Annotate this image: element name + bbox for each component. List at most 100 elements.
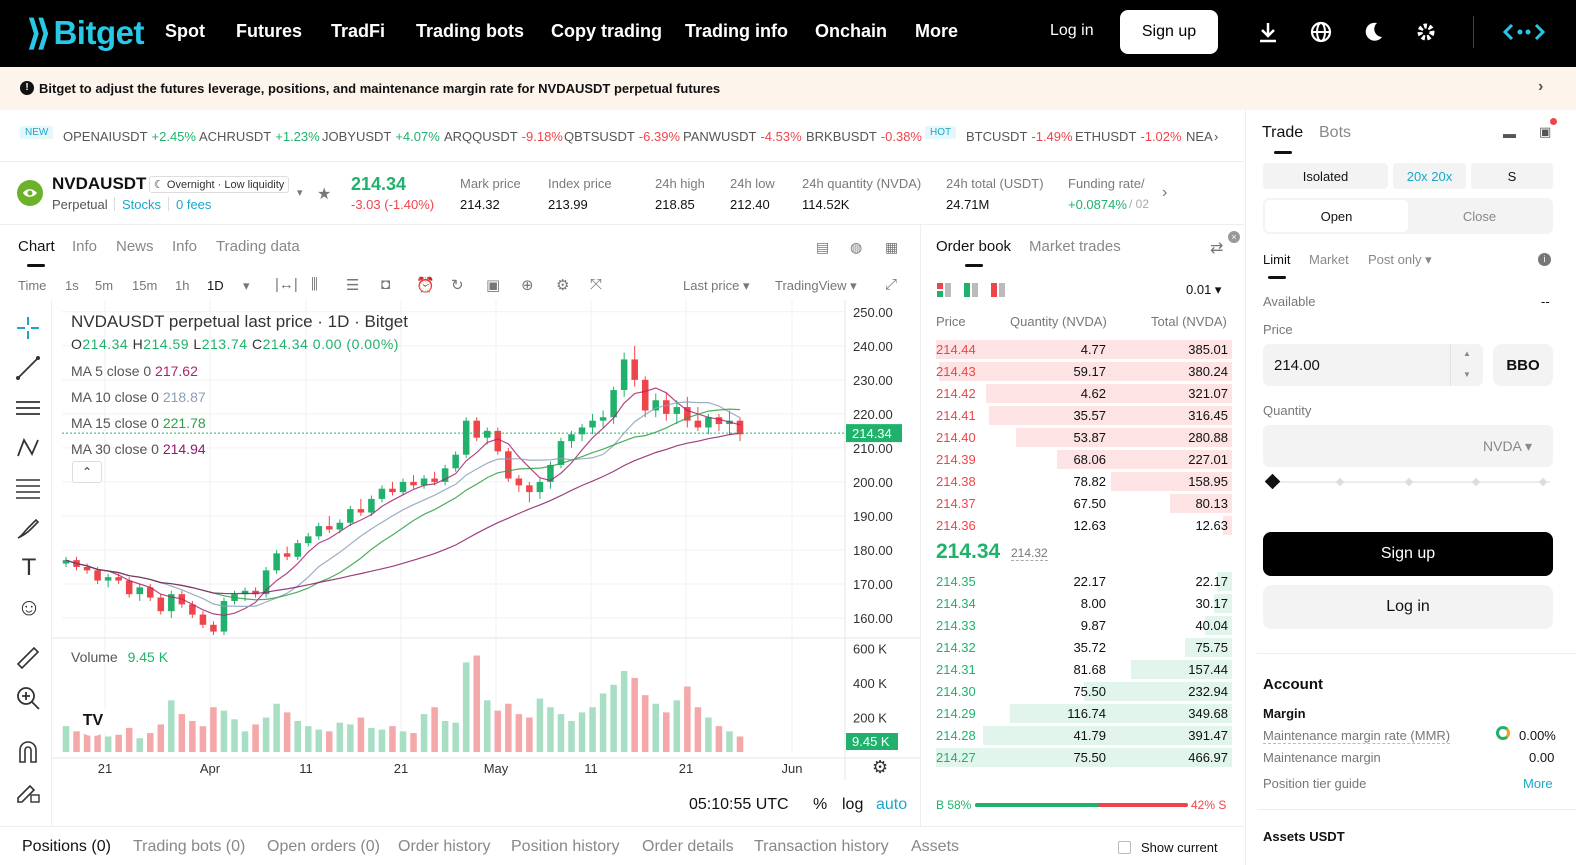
info-icon[interactable]: i [1538, 253, 1551, 266]
bid-row[interactable]: 214.32 35.72 75.75 [932, 636, 1232, 658]
position-mode-button[interactable]: S [1471, 163, 1553, 189]
nav-copy-trading[interactable]: Copy trading [551, 21, 662, 41]
bid-row[interactable]: 214.35 22.17 22.17 [932, 570, 1232, 592]
ask-row[interactable]: 214.42 4.62 321.07 [932, 382, 1232, 404]
tab-transaction-history[interactable]: Transaction history [754, 838, 889, 855]
timeframe-1s[interactable]: 1s [65, 278, 79, 293]
bid-row[interactable]: 214.30 75.50 232.94 [932, 680, 1232, 702]
zoom-in-icon[interactable] [14, 684, 44, 714]
tab-position-history[interactable]: Position history [511, 838, 620, 855]
nav-more[interactable]: More [915, 21, 959, 41]
tab-order-book[interactable]: Order book [936, 238, 1012, 267]
quantity-slider[interactable] [1264, 473, 1550, 490]
ask-row[interactable]: 214.43 59.17 380.24 [932, 360, 1232, 382]
tab-trade[interactable]: Trade [1262, 124, 1304, 154]
ask-row[interactable]: 214.44 4.77 385.01 [932, 338, 1232, 360]
expand-icon[interactable]: ⤢ [885, 276, 898, 293]
timeframe-time[interactable]: Time [18, 278, 47, 293]
nav-futures[interactable]: Futures [236, 21, 303, 41]
range-icon[interactable]: |↔| [275, 276, 298, 293]
text-icon[interactable]: T [21, 554, 37, 581]
tab-news[interactable]: News [116, 238, 154, 255]
nav-onchain[interactable]: Onchain [815, 21, 888, 41]
candles-icon[interactable]: ⫼ [311, 276, 318, 293]
auto-toggle[interactable]: auto [876, 796, 908, 813]
code-icon[interactable] [1502, 18, 1546, 46]
bid-row[interactable]: 214.31 81.68 157.44 [932, 658, 1232, 680]
fullscreen-toggle-icon[interactable]: ⤧ [590, 276, 603, 293]
tab-market-trades[interactable]: Market trades [1029, 238, 1121, 255]
ticker-item[interactable]: OPENAIUSDT +2.45% [63, 129, 196, 144]
login-link[interactable]: Log in [1050, 22, 1094, 39]
book-bids-icon[interactable] [964, 283, 978, 302]
tab-order-history[interactable]: Order history [398, 838, 491, 855]
view-select[interactable]: TradingView ▾ [775, 278, 857, 293]
ticker-item[interactable]: JOBYUSDT +4.07% [322, 129, 440, 144]
quantity-input[interactable]: NVDA ▾ [1263, 425, 1553, 467]
increment-icon[interactable]: ▲ [1463, 349, 1471, 358]
bitget-logo[interactable]: ⟫ Bitget [26, 12, 144, 54]
ticker-item[interactable]: ARQQUSDT -9.18% [444, 129, 563, 144]
magnet-icon[interactable] [14, 738, 44, 768]
chart-settings-icon[interactable]: ⚙ [872, 757, 889, 777]
timeframe-1h[interactable]: 1h [175, 278, 190, 293]
fib-icon[interactable] [14, 474, 44, 504]
leverage-button[interactable]: 20x 20x [1393, 163, 1466, 189]
replay-icon[interactable]: ↻ [451, 277, 464, 294]
bid-row[interactable]: 214.29 116.74 349.68 [932, 702, 1232, 724]
signup-button[interactable]: Sign up [1120, 10, 1218, 54]
ticker-item[interactable]: BRKBUSDT -0.38% [806, 129, 922, 144]
tab-open-orders[interactable]: Open orders (0) [267, 838, 380, 855]
swap-icon[interactable]: ⇄ [1210, 240, 1224, 257]
star-icon[interactable]: ★ [317, 186, 332, 203]
brush-icon[interactable] [14, 514, 44, 544]
login-trade-button[interactable]: Log in [1263, 585, 1553, 629]
timeframe-1d[interactable]: 1D [207, 278, 224, 293]
category-link[interactable]: Stocks [122, 197, 162, 212]
ask-row[interactable]: 214.39 68.06 227.01 [932, 448, 1232, 470]
signup-trade-button[interactable]: Sign up [1263, 532, 1553, 576]
ticker-more[interactable]: NEA [1186, 129, 1213, 144]
order-type-post-only[interactable]: Post only ▾ [1368, 252, 1432, 267]
notes-icon[interactable]: ▤ [816, 239, 830, 255]
bid-row[interactable]: 214.34 8.00 30.17 [932, 592, 1232, 614]
tab-info-2[interactable]: Info [172, 238, 198, 255]
order-type-market[interactable]: Market [1309, 252, 1349, 267]
lock-pen-icon[interactable] [14, 778, 44, 808]
nav-spot[interactable]: Spot [165, 21, 205, 41]
ticker-item[interactable]: ETHUSDT -1.02% [1075, 129, 1182, 144]
show-current-checkbox[interactable] [1118, 841, 1131, 854]
ask-row[interactable]: 214.36 12.63 12.63 [932, 514, 1232, 536]
ruler-icon[interactable] [14, 644, 44, 674]
calculator-icon[interactable]: ▬ [1503, 126, 1516, 141]
moon-icon[interactable] [1359, 18, 1387, 46]
tradingview-logo-icon[interactable]: TV [76, 706, 110, 736]
quantity-unit-select[interactable]: NVDA ▾ [1483, 438, 1533, 454]
chevron-down-icon[interactable]: ▾ [297, 187, 303, 199]
tab-chart[interactable]: Chart [18, 238, 55, 267]
nav-tradfi[interactable]: TradFi [331, 21, 386, 41]
gear-icon[interactable] [1412, 18, 1440, 46]
trend-line-icon[interactable] [14, 354, 44, 384]
add-icon[interactable]: ⊕ [521, 277, 534, 294]
bid-row[interactable]: 214.27 75.50 466.97 [932, 746, 1232, 768]
chevron-right-icon[interactable]: › [1214, 129, 1219, 144]
calendar-icon[interactable]: ▣ [486, 277, 501, 294]
bid-row[interactable]: 214.28 41.79 391.47 [932, 724, 1232, 746]
close-button[interactable]: Close [1462, 208, 1497, 224]
chevron-right-icon[interactable]: › [1162, 184, 1168, 201]
tab-positions[interactable]: Positions (0) [22, 838, 111, 855]
ask-row[interactable]: 214.38 78.82 158.95 [932, 470, 1232, 492]
camera-icon[interactable]: ◘ [381, 276, 391, 293]
open-button[interactable]: Open [1265, 200, 1408, 232]
log-toggle[interactable]: log [842, 796, 864, 813]
download-icon[interactable] [1254, 18, 1282, 46]
timeframe-5m[interactable]: 5m [95, 278, 114, 293]
announcement-banner[interactable]: ! Bitget to adjust the futures leverage,… [0, 67, 1576, 110]
timeframe-15m[interactable]: 15m [132, 278, 158, 293]
nav-trading-bots[interactable]: Trading bots [416, 21, 524, 41]
fees-link[interactable]: 0 fees [176, 197, 212, 212]
settings-icon[interactable]: ⚙ [556, 277, 570, 294]
layout-icon[interactable]: ▦ [885, 239, 899, 255]
indicators-icon[interactable]: ☰ [346, 277, 360, 294]
